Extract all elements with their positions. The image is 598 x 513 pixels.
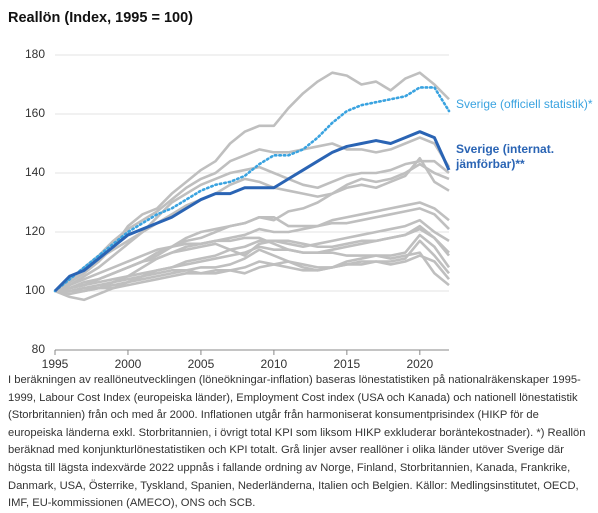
series-line (53, 86, 451, 293)
x-tick-label: 1995 (42, 357, 69, 370)
series-line (54, 162, 450, 293)
page: Reallön (Index, 1995 = 100) 80 100 120 140 1… (8, 10, 593, 510)
chart: 80 100 120 140 160 180 1995 2000 2005 2010 2015 202… (25, 47, 451, 370)
x-tick-label: 2005 (188, 357, 215, 370)
y-tick-label: 120 (25, 224, 45, 238)
series-line (55, 233, 451, 293)
chart-title: Reallön (Index, 1995 = 100) (8, 10, 193, 26)
y-tick-label: 100 (25, 283, 45, 297)
footnote: I beräkningen av reallöneutvecklingen (l… (8, 374, 586, 510)
series-label: Sverige (officiell statistik)* (456, 97, 593, 111)
series-label: Sverige (internat. jämförbar)** (456, 142, 555, 171)
series-line (55, 239, 451, 293)
x-tick-label: 2010 (261, 357, 288, 370)
series-line (54, 224, 450, 293)
series-line (55, 254, 451, 293)
y-tick-label: 80 (32, 342, 46, 356)
y-tick-label: 180 (25, 47, 45, 61)
y-tick-label: 140 (25, 165, 45, 179)
series-line (53, 130, 451, 293)
x-tick-label: 2015 (334, 357, 361, 370)
y-tick-label: 160 (25, 106, 45, 120)
series-line (54, 236, 450, 293)
x-tick-label: 2000 (115, 357, 142, 370)
series-line (54, 136, 451, 293)
x-tick-label: 2020 (406, 357, 433, 370)
series-line (54, 207, 450, 293)
